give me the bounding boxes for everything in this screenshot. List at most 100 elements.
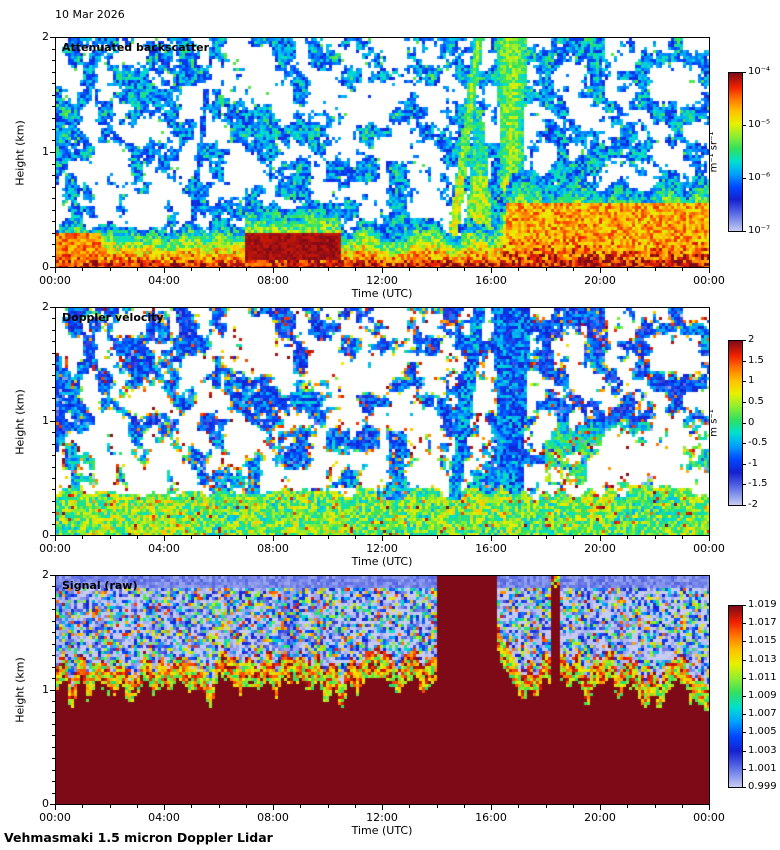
instrument-title: Vehmasmaki 1.5 micron Doppler Lidar <box>4 830 273 845</box>
x-minor-tick-mark <box>627 805 628 808</box>
y-major-tick-mark <box>50 535 55 536</box>
colorbar-tick-mark <box>743 678 746 679</box>
y-tick-label: 2 <box>42 568 49 581</box>
x-major-tick-mark <box>491 268 492 273</box>
x-minor-tick-mark <box>655 805 656 808</box>
x-tick-label: 00:00 <box>39 811 71 824</box>
colorbar-tick-mark <box>743 423 746 424</box>
x-tick-label: 08:00 <box>257 811 289 824</box>
x-tick-label: 12:00 <box>366 542 398 555</box>
x-minor-tick-mark <box>682 268 683 271</box>
y-minor-tick-mark <box>52 187 55 188</box>
x-tick-label: 16:00 <box>475 542 507 555</box>
x-major-tick-mark <box>55 536 56 541</box>
colorbar-tick-mark <box>743 769 746 770</box>
x-minor-tick-mark <box>682 536 683 539</box>
colorbar-tick-mark <box>743 178 746 179</box>
y-minor-tick-mark <box>52 501 55 502</box>
y-minor-tick-mark <box>52 478 55 479</box>
colorbar-tick-mark <box>743 464 746 465</box>
y-minor-tick-mark <box>52 129 55 130</box>
signal-plot-area: Signal (raw) <box>55 575 710 805</box>
y-minor-tick-mark <box>52 621 55 622</box>
y-major-tick-mark <box>50 267 55 268</box>
backscatter-plot-area: Attenuated backscatter <box>55 37 710 268</box>
x-major-tick-mark <box>273 805 274 810</box>
y-axis-label: Height (km) <box>13 119 27 186</box>
x-minor-tick-mark <box>655 536 656 539</box>
x-minor-tick-mark <box>110 268 111 271</box>
y-minor-tick-mark <box>52 83 55 84</box>
x-tick-label: 20:00 <box>584 811 616 824</box>
y-minor-tick-mark <box>52 609 55 610</box>
colorbar-tick-mark <box>743 72 746 73</box>
colorbar-gradient <box>728 72 743 232</box>
x-minor-tick-mark <box>682 805 683 808</box>
x-minor-tick-mark <box>409 536 410 539</box>
y-major-tick-mark <box>50 152 55 153</box>
x-minor-tick-mark <box>627 536 628 539</box>
x-minor-tick-mark <box>246 268 247 271</box>
colorbar-tick-label: -1.5 <box>748 478 768 489</box>
x-major-tick-mark <box>709 536 710 541</box>
y-major-tick-mark <box>50 575 55 576</box>
x-minor-tick-mark <box>137 805 138 808</box>
x-minor-tick-mark <box>355 805 356 808</box>
y-tick-label: 1 <box>42 683 49 696</box>
x-minor-tick-mark <box>328 805 329 808</box>
y-tick-label: 2 <box>42 300 49 313</box>
x-minor-tick-mark <box>137 536 138 539</box>
y-minor-tick-mark <box>52 318 55 319</box>
x-minor-tick-mark <box>464 536 465 539</box>
x-minor-tick-mark <box>328 268 329 271</box>
x-minor-tick-mark <box>437 536 438 539</box>
y-minor-tick-mark <box>52 655 55 656</box>
x-axis-label: Time (UTC) <box>351 824 413 837</box>
y-major-tick-mark <box>50 307 55 308</box>
x-minor-tick-mark <box>246 805 247 808</box>
x-axis-label: Time (UTC) <box>351 555 413 568</box>
y-minor-tick-mark <box>52 598 55 599</box>
x-major-tick-mark <box>382 268 383 273</box>
colorbar-tick-label: 1.009 <box>748 690 777 701</box>
colorbar-tick-mark <box>743 361 746 362</box>
x-axis-label: Time (UTC) <box>351 287 413 300</box>
x-minor-tick-mark <box>219 805 220 808</box>
x-minor-tick-mark <box>518 268 519 271</box>
colorbar-tick-label: 0 <box>748 417 755 428</box>
y-major-tick-mark <box>50 804 55 805</box>
y-axis-label: Height (km) <box>13 657 27 723</box>
colorbar-tick-mark <box>743 484 746 485</box>
y-tick-label: 1 <box>42 145 49 158</box>
y-minor-tick-mark <box>52 678 55 679</box>
velocity-plot-area: Doppler velocity <box>55 307 710 536</box>
x-minor-tick-mark <box>573 268 574 271</box>
colorbar-gradient <box>728 605 743 788</box>
y-minor-tick-mark <box>52 60 55 61</box>
colorbar-gradient <box>728 340 743 506</box>
x-tick-label: 12:00 <box>366 811 398 824</box>
y-minor-tick-mark <box>52 455 55 456</box>
x-minor-tick-mark <box>464 805 465 808</box>
y-minor-tick-mark <box>52 781 55 782</box>
x-minor-tick-mark <box>191 268 192 271</box>
x-major-tick-mark <box>55 268 56 273</box>
y-minor-tick-mark <box>52 330 55 331</box>
x-minor-tick-mark <box>300 268 301 271</box>
y-minor-tick-mark <box>52 724 55 725</box>
colorbar-tick-label: 10⁻⁵ <box>748 119 771 130</box>
x-major-tick-mark <box>273 268 274 273</box>
x-tick-label: 00:00 <box>39 274 71 287</box>
y-minor-tick-mark <box>52 632 55 633</box>
y-minor-tick-mark <box>52 735 55 736</box>
colorbar-tick-label: 1.5 <box>748 355 764 366</box>
x-major-tick-mark <box>382 536 383 541</box>
colorbar-tick-mark <box>743 641 746 642</box>
signal-heatmap-canvas <box>56 576 709 804</box>
colorbar-tick-label: 1.005 <box>748 726 777 737</box>
velocity-heatmap-canvas <box>56 308 709 535</box>
y-major-tick-mark <box>50 690 55 691</box>
x-minor-tick-mark <box>300 536 301 539</box>
y-major-tick-mark <box>50 421 55 422</box>
x-major-tick-mark <box>164 805 165 810</box>
